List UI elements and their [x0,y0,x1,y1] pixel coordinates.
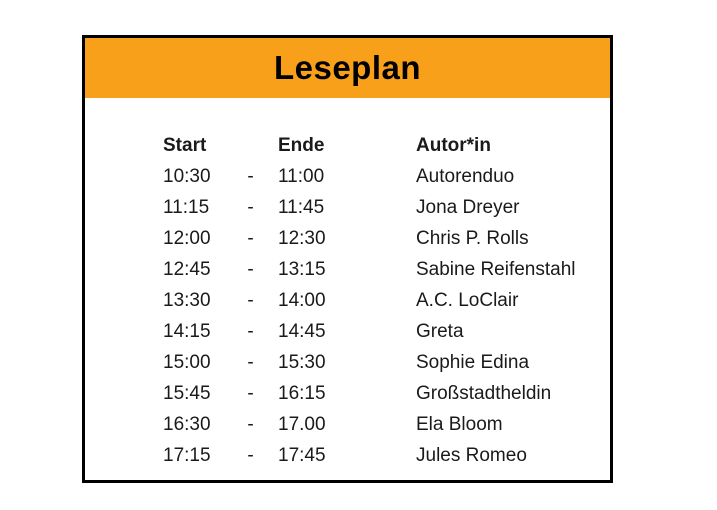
table-row: 10:30 - 11:00 Autorenduo [85,161,610,192]
cell-ende: 11:45 [278,196,325,218]
table-row: 15:00 - 15:30 Sophie Edina [85,347,610,378]
cell-separator: - [247,227,254,249]
cell-autor: Ela Bloom [416,413,503,435]
schedule-table: Start Ende Autor*in 10:30 - 11:00 Autore… [85,98,610,471]
cell-autor: Autorenduo [416,165,515,187]
cell-ende: 14:45 [278,320,326,342]
cell-autor: Greta [416,320,464,342]
cell-start: 15:00 [163,351,211,373]
table-row: 12:45 - 13:15 Sabine Reifenstahl [85,254,610,285]
page-title: Leseplan [273,49,422,86]
cell-autor: Chris P. Rolls [416,227,529,249]
header-autor: Autor*in [416,134,491,156]
header-ende: Ende [278,134,325,156]
cell-ende: 17.00 [278,413,326,435]
table-row: 11:15 - 11:45 Jona Dreyer [85,192,610,223]
cell-separator: - [247,413,254,435]
cell-autor: Sophie Edina [416,351,530,373]
cell-start: 12:00 [163,227,211,249]
cell-autor: Großstadtheldin [416,382,552,404]
cell-separator: - [247,289,254,311]
cell-ende: 11:00 [278,165,325,187]
cell-start: 17:15 [163,444,211,466]
table-row: 14:15 - 14:45 Greta [85,316,610,347]
cell-start: 10:30 [163,165,211,187]
cell-autor: Jona Dreyer [416,196,520,218]
cell-separator: - [247,196,254,218]
cell-separator: - [247,351,254,373]
cell-start: 16:30 [163,413,211,435]
schedule-card: Leseplan Start Ende Autor*in 10:30 - 11:… [82,35,613,483]
cell-ende: 16:15 [278,382,326,404]
cell-start: 11:15 [163,196,210,218]
table-row: 16:30 - 17.00 Ela Bloom [85,409,610,440]
cell-ende: 12:30 [278,227,326,249]
cell-ende: 13:15 [278,258,326,280]
cell-ende: 14:00 [278,289,326,311]
table-row: 17:15 - 17:45 Jules Romeo [85,440,610,471]
cell-autor: Sabine Reifenstahl [416,258,576,280]
cell-start: 14:15 [163,320,211,342]
cell-ende: 17:45 [278,444,326,466]
cell-autor: A.C. LoClair [416,289,519,311]
schedule-rows: 10:30 - 11:00 Autorenduo 11:15 - 11:45 J… [85,161,610,471]
cell-start: 12:45 [163,258,211,280]
table-row: 12:00 - 12:30 Chris P. Rolls [85,223,610,254]
cell-ende: 15:30 [278,351,326,373]
cell-separator: - [247,444,254,466]
cell-start: 15:45 [163,382,211,404]
cell-separator: - [247,382,254,404]
cell-separator: - [247,258,254,280]
header-row: Start Ende Autor*in [85,130,610,161]
cell-start: 13:30 [163,289,211,311]
table-row: 15:45 - 16:15 Großstadtheldin [85,378,610,409]
cell-autor: Jules Romeo [416,444,527,466]
header-start: Start [163,134,207,156]
table-row: 13:30 - 14:00 A.C. LoClair [85,285,610,316]
cell-separator: - [247,320,254,342]
banner: Leseplan [85,38,610,98]
cell-separator: - [247,165,254,187]
